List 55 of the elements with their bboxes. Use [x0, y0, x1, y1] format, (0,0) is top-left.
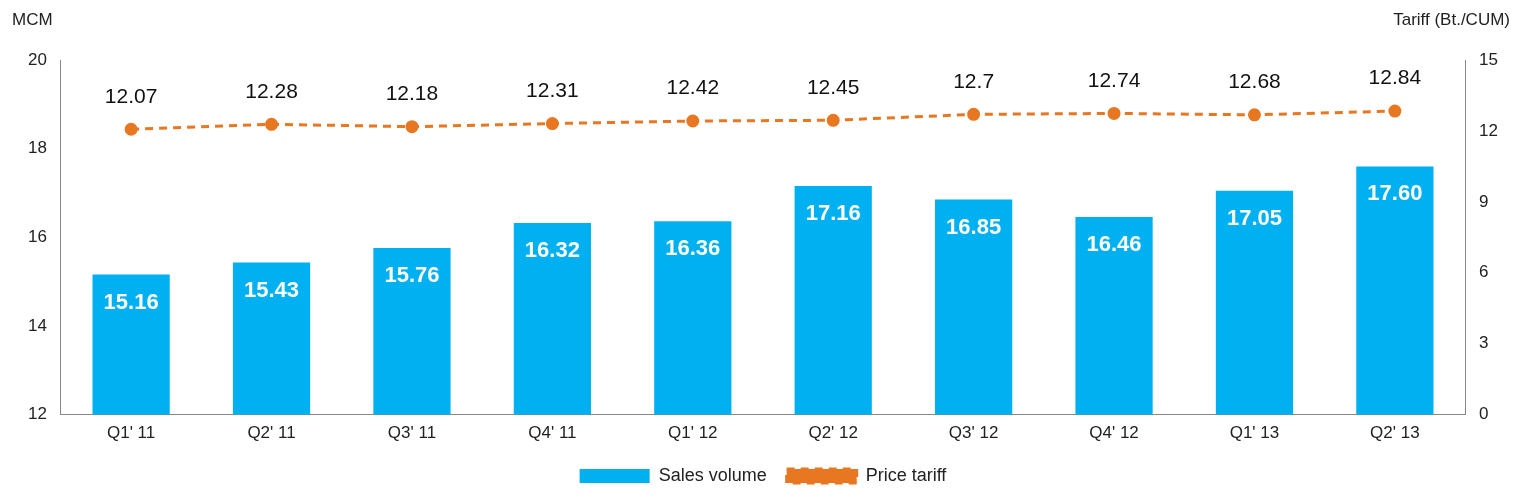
- data-label: 12.74: [1087, 67, 1141, 91]
- data-label: 12.45: [806, 74, 860, 98]
- x-tick-label: Q2' 11: [247, 423, 296, 443]
- point: [124, 122, 138, 136]
- point: [1388, 104, 1402, 118]
- data-label: 17.60: [1367, 180, 1423, 206]
- legend-label: Price tariff: [865, 464, 948, 485]
- point: [686, 114, 700, 128]
- data-label: 16.46: [1086, 230, 1142, 256]
- legend-label: Sales volume: [658, 464, 767, 485]
- x-tick-label: Q3' 11: [387, 423, 437, 443]
- point: [545, 117, 559, 131]
- y-tick-label: 12: [27, 404, 47, 424]
- x-tick-label: Q1' 13: [1229, 423, 1280, 443]
- y-tick-label: 20: [27, 49, 47, 69]
- data-label: 12.28: [245, 78, 298, 102]
- x-tick-label: Q1' 12: [668, 423, 718, 443]
- y-axis-title: MCM: [12, 10, 53, 30]
- data-label: 16.36: [665, 235, 721, 261]
- data-label: 12.84: [1368, 65, 1422, 89]
- point: [1107, 106, 1121, 120]
- point: [265, 117, 279, 131]
- y-tick-label: 14: [27, 315, 47, 335]
- point: [1247, 108, 1261, 122]
- x-tick-label: Q2' 13: [1370, 423, 1420, 443]
- data-label: 12.42: [666, 75, 720, 99]
- x-tick-label: Q4' 11: [528, 423, 577, 443]
- y2-tick-label: 15: [1479, 49, 1499, 69]
- data-label: 12.18: [385, 80, 439, 104]
- data-label: 15.76: [384, 262, 440, 287]
- y-tick-label: 16: [27, 226, 47, 246]
- x-tick-label: Q4' 12: [1089, 423, 1139, 443]
- y-tick-label: 18: [27, 138, 47, 158]
- x-tick-label: Q1' 11: [106, 423, 156, 443]
- data-label: 12.31: [526, 77, 579, 101]
- data-label: 15.43: [244, 276, 300, 302]
- y2-tick-label: 0: [1479, 404, 1489, 424]
- data-label: 12.68: [1228, 69, 1281, 93]
- data-label: 12.07: [104, 83, 158, 107]
- data-label: 12.7: [953, 68, 995, 92]
- y2-tick-label: 6: [1479, 262, 1489, 282]
- y2-axis-title: Tariff (Bt./CUM): [1393, 10, 1510, 30]
- data-label: 16.32: [524, 237, 580, 263]
- data-label: 17.16: [805, 199, 861, 225]
- point: [967, 107, 981, 121]
- point: [826, 113, 840, 127]
- x-tick-label: Q3' 12: [948, 423, 999, 443]
- y2-tick-label: 3: [1479, 333, 1489, 353]
- data-label: 16.85: [946, 213, 1002, 239]
- data-label: 15.16: [103, 288, 159, 314]
- x-tick-label: Q2' 12: [808, 423, 858, 443]
- y2-tick-label: 12: [1479, 120, 1499, 140]
- y2-tick-label: 9: [1479, 191, 1489, 211]
- data-label: 17.05: [1226, 204, 1282, 230]
- point: [405, 120, 419, 134]
